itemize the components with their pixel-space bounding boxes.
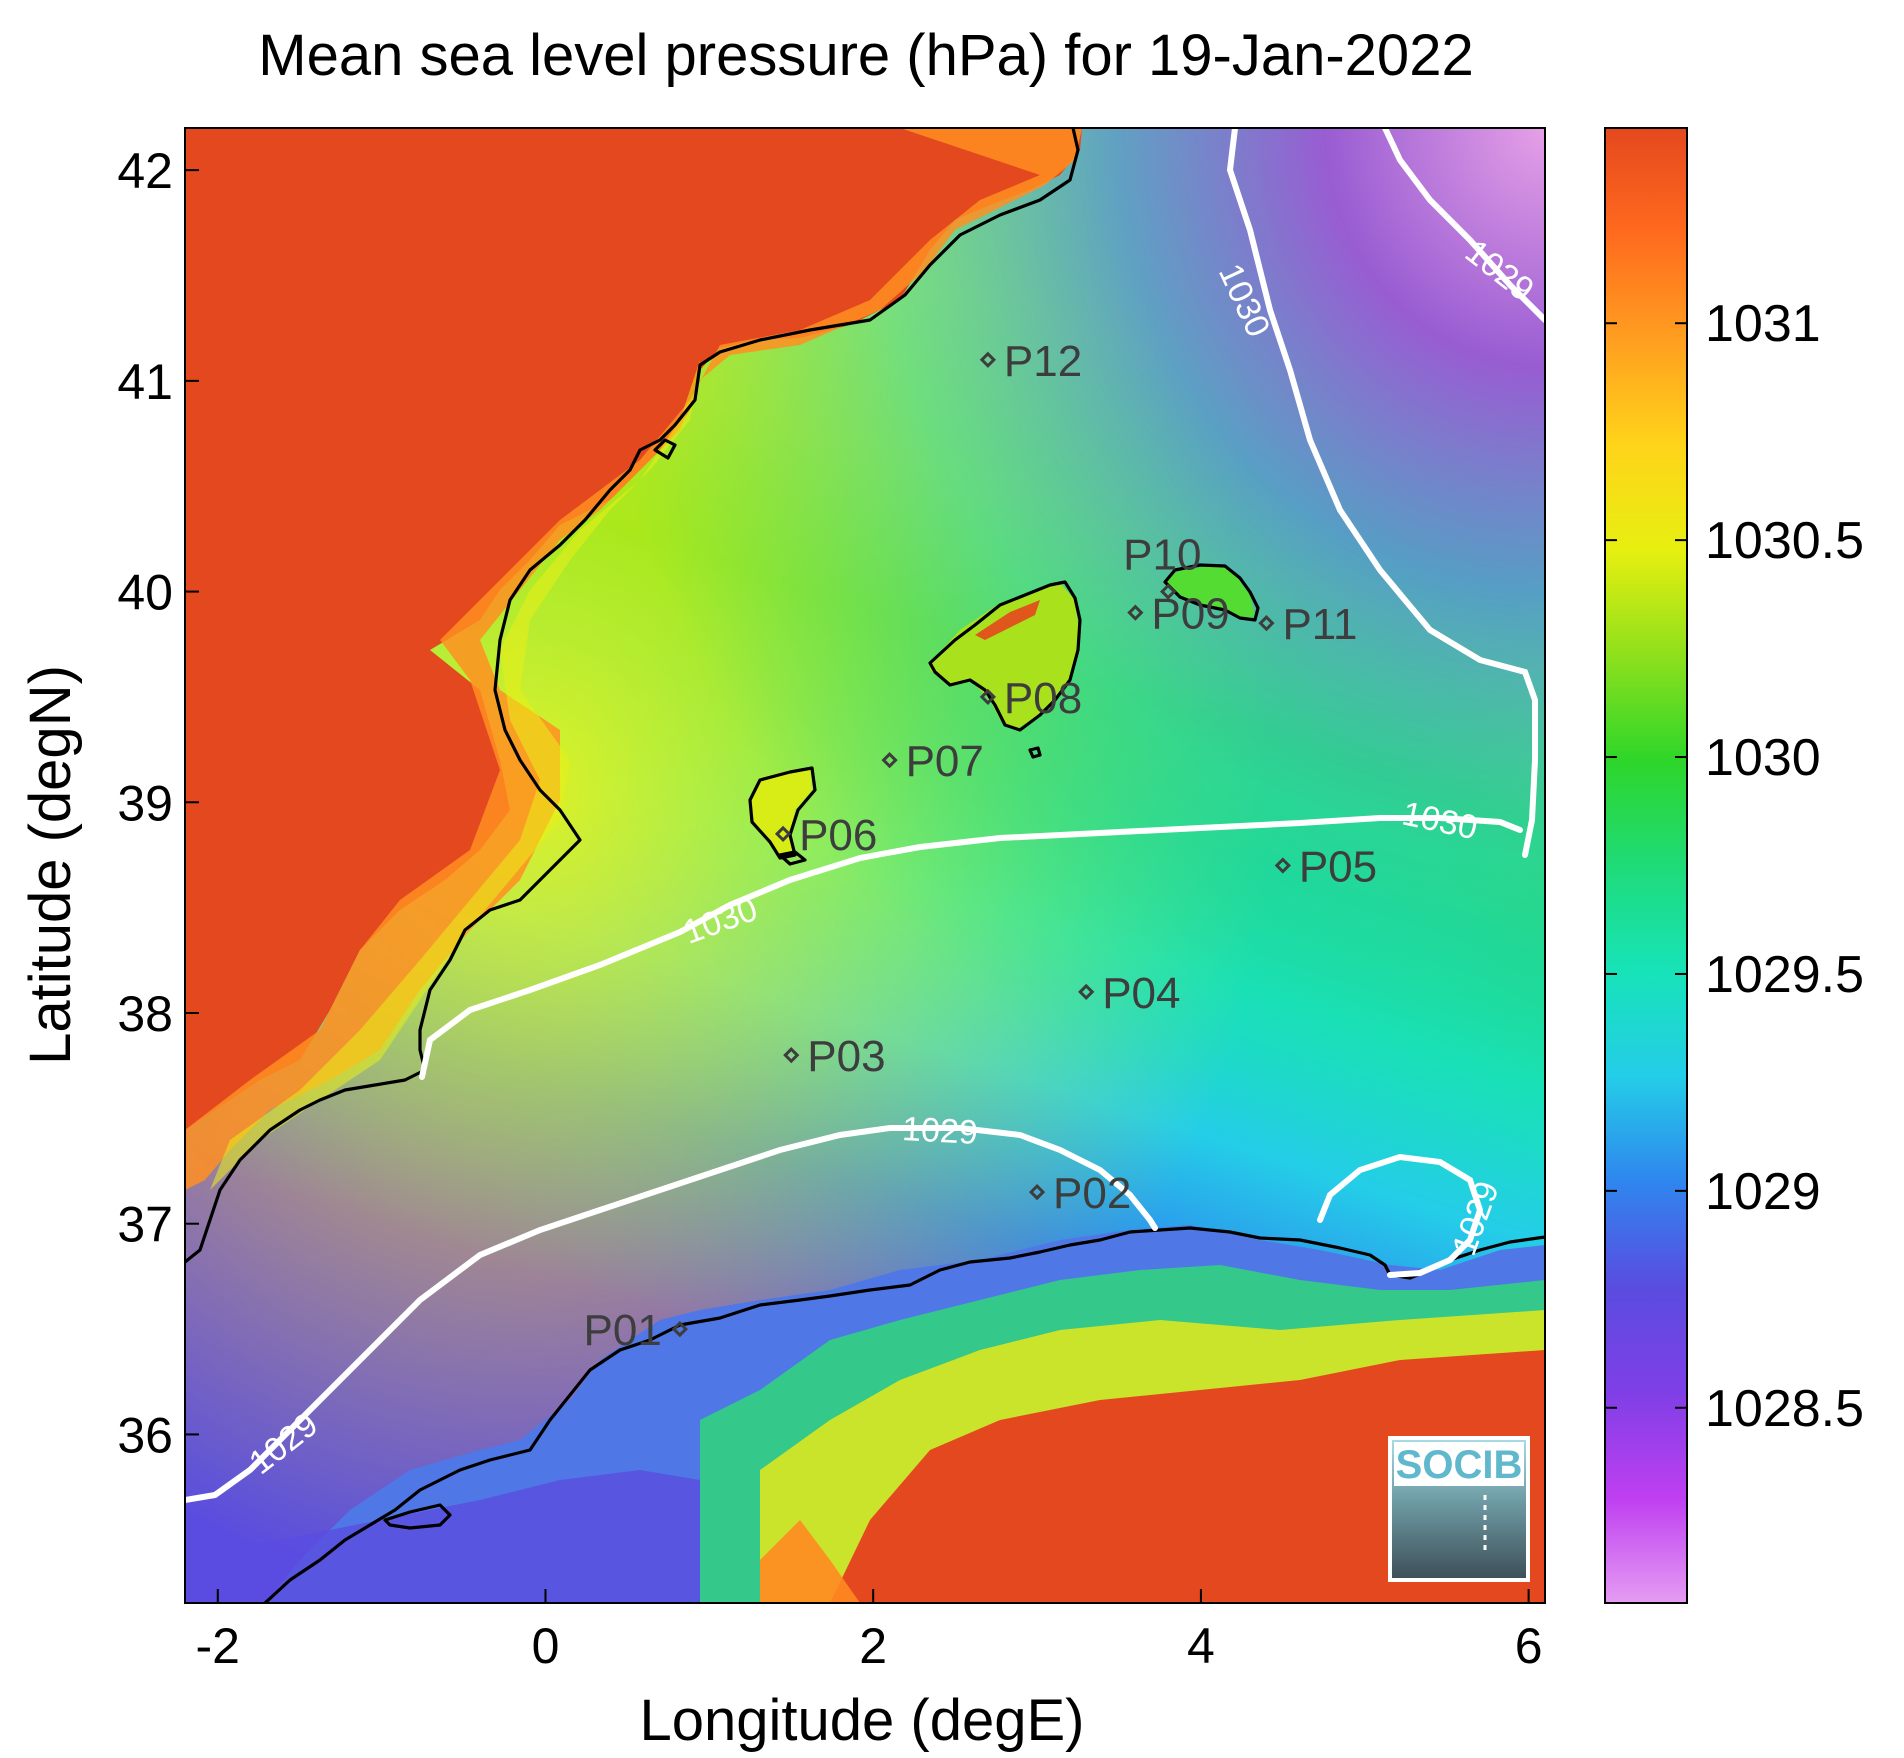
station-p09: P09 (1127, 590, 1230, 639)
station-label: P11 (1282, 600, 1357, 649)
station-label: P05 (1299, 843, 1377, 892)
station-marker (1028, 1183, 1046, 1201)
x-tick-label: -2 (196, 1618, 240, 1674)
station-p06: P06 (774, 811, 877, 860)
menorca-coastline (1163, 563, 1260, 622)
station-marker (774, 825, 792, 843)
colorbar-tick-label: 1030.5 (1705, 512, 1864, 570)
socib-logo: SOCIB (1388, 1436, 1530, 1582)
y-tick-label: 36 (117, 1407, 173, 1463)
y-tick-label: 37 (117, 1197, 173, 1253)
station-marker (979, 351, 997, 368)
formentera-outline (778, 850, 807, 866)
station-marker (1160, 583, 1177, 600)
station-p11: P11 (1258, 600, 1357, 649)
colorbar-tick-label: 1029.5 (1705, 946, 1864, 1004)
africa-land-orange (760, 1520, 860, 1603)
station-marker (1127, 604, 1144, 621)
station-label: P06 (799, 811, 877, 860)
station-label: P09 (1151, 590, 1229, 639)
iberia-coastal-band (185, 128, 1082, 1190)
station-p03: P03 (783, 1032, 886, 1081)
colorbar-tick-label: 1030 (1705, 729, 1821, 787)
x-tick-label: 4 (1187, 1618, 1215, 1674)
station-p04: P04 (1078, 969, 1181, 1018)
station-label: P04 (1102, 969, 1180, 1018)
africa-inland-blue (185, 1470, 700, 1603)
colorbar-tick-label: 1031 (1705, 295, 1821, 353)
x-tick-label: 2 (859, 1618, 887, 1674)
mallorca-coastline (928, 580, 1082, 732)
contour-1029-ne (1382, 128, 1545, 323)
mallorca-land (930, 583, 1080, 730)
ibiza-coastline (748, 766, 817, 860)
station-label: P07 (906, 737, 984, 786)
colorbar-tick-label: 1028.5 (1705, 1380, 1864, 1438)
stations-layer: P01 P02 P03 P04 P05 P06 P07 P08 P09 P10 P11 P12 (584, 337, 1378, 1355)
y-tick-label: 38 (117, 986, 173, 1042)
colorbar (1604, 127, 1688, 1604)
station-marker (1274, 857, 1291, 874)
contour-1029-loop (1317, 1153, 1484, 1278)
station-label: P08 (1004, 674, 1082, 723)
africa-land-red (830, 1350, 1545, 1603)
x-tick-label: 0 (532, 1618, 560, 1674)
iberia-coastline (185, 128, 1080, 1264)
station-marker (671, 1320, 688, 1338)
alboran-island-outline (383, 1503, 452, 1530)
station-label: P10 (1123, 531, 1201, 580)
logo-header (1394, 1442, 1524, 1486)
x-tick-label: 6 (1515, 1618, 1543, 1674)
contour-1030-main (419, 815, 1523, 1080)
africa-coastline (263, 1226, 1545, 1603)
station-marker (1078, 983, 1095, 1001)
cabrera-outline (1028, 746, 1042, 759)
station-marker (1258, 615, 1275, 632)
plot-area: 1030 1029 1030 1030 1029 1029 1029 P01P0… (185, 128, 1545, 1603)
station-marker (783, 1047, 800, 1064)
colorbar-tick-label: 1029 (1705, 1163, 1821, 1221)
y-tick-label: 40 (117, 565, 173, 621)
station-p01: P01 (584, 1306, 688, 1355)
chart-title: Mean sea level pressure (hPa) for 19-Jan… (258, 23, 1473, 88)
x-axis: -2 0 2 4 6 (196, 1589, 1543, 1674)
contour-1030-east (1226, 128, 1538, 858)
station-p05: P05 (1274, 843, 1377, 892)
station-marker (979, 688, 997, 706)
station-label: P01 (584, 1306, 662, 1355)
station-p12: P12 (979, 337, 1082, 386)
y-tick-label: 42 (117, 143, 173, 199)
station-label: P02 (1053, 1169, 1131, 1218)
contour-label: 1029 (901, 1110, 979, 1152)
plot-frame (184, 127, 1546, 1604)
y-axis: 36 37 38 39 40 41 42 (117, 143, 199, 1463)
menorca-land (1165, 565, 1255, 620)
station-label: P12 (1004, 337, 1082, 386)
mallorca-ridge (975, 600, 1040, 640)
coastlines (185, 128, 1545, 1603)
station-p07: P07 (881, 737, 984, 786)
station-p08: P08 (979, 674, 1082, 723)
station-p10: P10 (1123, 531, 1201, 600)
station-marker (881, 752, 898, 769)
contour-label-5: 1029 (901, 1110, 979, 1152)
contour-1029-south (185, 1125, 1158, 1503)
y-tick-label: 39 (117, 775, 173, 831)
station-label: P03 (807, 1032, 885, 1081)
logo-text: SOCIB (1396, 1443, 1523, 1487)
iberia-land (185, 128, 1082, 1130)
station-p02: P02 (1028, 1169, 1131, 1218)
x-axis-label: Longitude (degE) (640, 1688, 1085, 1753)
y-axis-label: Latitude (degN) (18, 665, 83, 1065)
iberia-inner-cape (653, 438, 677, 460)
colorbar-ticks: 1028.5 1029 1029.5 1030 1030.5 1031 (1605, 295, 1864, 1438)
y-tick-label: 41 (117, 354, 173, 410)
contour-lines (185, 128, 1545, 1503)
